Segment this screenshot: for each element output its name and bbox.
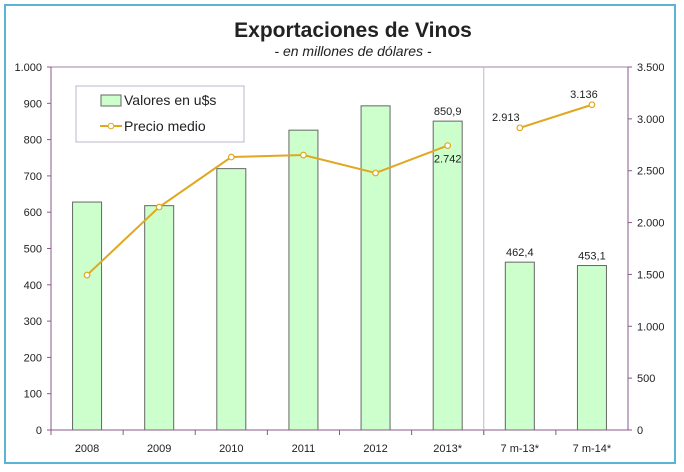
left-axis-tick-label: 1.000 xyxy=(14,62,42,74)
line-point xyxy=(588,101,596,109)
bar xyxy=(216,168,247,431)
x-axis-tick-label: 7 m-13* xyxy=(501,443,540,455)
bar xyxy=(360,105,391,431)
line-data-label: 3.136 xyxy=(570,89,598,101)
line-point xyxy=(516,124,524,132)
x-axis-tick-label: 7 m-14* xyxy=(573,443,612,455)
bar xyxy=(432,120,463,431)
legend-bar-label: Valores en u$s xyxy=(124,92,216,108)
line-point xyxy=(155,203,163,211)
x-axis-tick-label: 2012 xyxy=(363,443,387,455)
left-axis-tick-label: 900 xyxy=(24,98,42,110)
line-7-months xyxy=(519,103,593,129)
left-axis-tick-label: 400 xyxy=(24,280,42,292)
line-point xyxy=(300,151,307,159)
line-point xyxy=(372,169,379,177)
bar xyxy=(72,201,103,431)
x-axis-tick-label: 2011 xyxy=(292,443,316,455)
chart-subtitle: - en millones de dólares - xyxy=(274,43,432,59)
left-axis-tick-label: 300 xyxy=(24,316,42,328)
left-axis-tick-label: 700 xyxy=(24,171,42,183)
bar xyxy=(576,265,607,431)
right-axis-tick-label: 500 xyxy=(637,373,655,385)
right-axis-tick-label: 2.000 xyxy=(637,218,665,230)
bar-data-label: 850,9 xyxy=(434,106,462,118)
right-axis-tick-label: 3.500 xyxy=(637,62,665,74)
right-axis-tick-label: 3.000 xyxy=(637,114,665,126)
x-axis-tick-label: 2008 xyxy=(75,443,99,455)
left-axis-tick-label: 0 xyxy=(36,425,42,437)
legend: Valores en u$s Precio medio xyxy=(75,85,245,143)
left-axis-tick-label: 200 xyxy=(24,352,42,364)
bar-data-label: 453,1 xyxy=(578,251,606,263)
bar-data-label: 462,4 xyxy=(506,247,534,259)
chart-title: Exportaciones de Vinos xyxy=(234,19,472,42)
line-point xyxy=(444,142,452,150)
legend-bar-swatch xyxy=(100,94,122,107)
chart-frame xyxy=(4,4,676,464)
line-data-label: 2.742 xyxy=(434,154,462,166)
legend-line-label: Precio medio xyxy=(124,118,206,134)
x-axis-tick-label: 2009 xyxy=(147,443,171,455)
right-axis-tick-label: 1.000 xyxy=(637,321,665,333)
line-data-label: 2.913 xyxy=(492,112,520,124)
line-point xyxy=(227,153,235,161)
left-axis-tick-label: 500 xyxy=(24,244,42,256)
x-axis-tick-label: 2013* xyxy=(433,443,462,455)
right-axis-tick-label: 1.500 xyxy=(637,269,665,281)
left-axis-tick-label: 100 xyxy=(24,389,42,401)
left-axis-tick-label: 800 xyxy=(24,135,42,147)
bar xyxy=(144,205,175,431)
legend-line-marker xyxy=(107,122,115,130)
bar xyxy=(288,129,319,431)
right-axis-tick-label: 0 xyxy=(637,425,643,437)
left-axis-tick-label: 600 xyxy=(24,207,42,219)
right-axis-tick-label: 2.500 xyxy=(637,166,665,178)
bar xyxy=(504,261,535,431)
line-annual xyxy=(86,144,449,276)
x-axis-tick-label: 2010 xyxy=(219,443,243,455)
line-point xyxy=(83,271,91,279)
